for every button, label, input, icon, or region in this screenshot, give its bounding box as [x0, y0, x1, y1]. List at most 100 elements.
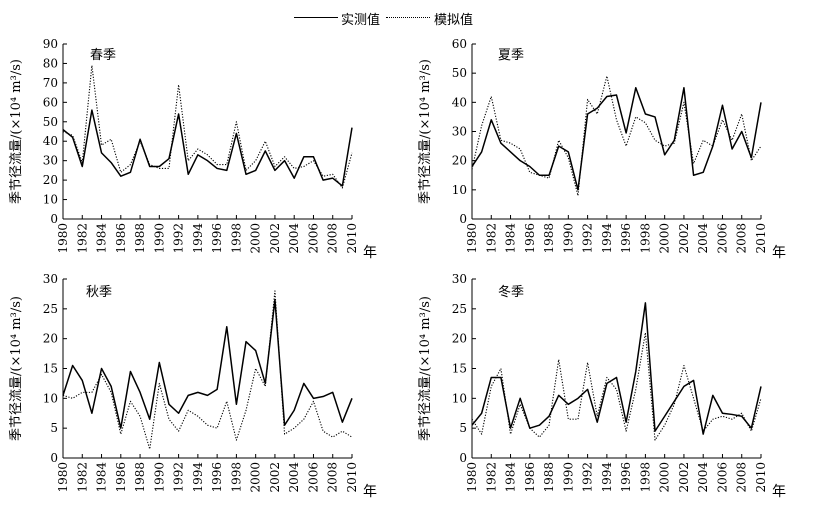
x-tick-label: 2004 — [696, 223, 710, 254]
x-tick-label: 1980 — [465, 462, 479, 493]
x-tick-label: 1992 — [172, 223, 186, 254]
x-tick-label: 2000 — [658, 462, 672, 493]
x-tick-label: 1990 — [152, 223, 166, 254]
x-tick-label: 1980 — [56, 223, 70, 254]
y-tick-label: 10 — [43, 193, 58, 207]
panel-summer: 0 10 20 30 40 50 60 1980 1982 1984 1986 1988 1990 199… — [418, 37, 786, 261]
panel-title: 春季 — [90, 48, 116, 63]
chart-legend: 实测值 模拟值 — [0, 0, 827, 34]
series-line-simulated — [62, 290, 353, 450]
y-tick-label: 10 — [452, 391, 467, 405]
series-line-observed — [62, 109, 353, 187]
y-tick-label: 0 — [459, 451, 467, 465]
x-tick-label: 1982 — [484, 223, 498, 254]
x-tick-label: 2004 — [287, 223, 301, 254]
y-tick-label: 50 — [452, 66, 467, 80]
x-tick-label: 2008 — [326, 223, 340, 254]
x-tick-label: 1980 — [56, 462, 70, 493]
y-tick-label: 25 — [43, 302, 58, 316]
series-line-observed — [62, 299, 353, 429]
x-tick-label: 2006 — [306, 462, 320, 493]
y-tick-label: 40 — [452, 95, 467, 109]
panel-autumn: 0 5 10 15 20 25 30 1980 1982 1984 1986 1988 1990 1992… — [9, 272, 377, 500]
y-tick-label: 30 — [452, 125, 467, 139]
x-tick-label: 1992 — [581, 462, 595, 493]
x-tick-label: 2002 — [677, 223, 691, 254]
x-tick-label: 1996 — [210, 462, 224, 493]
x-tick-label: 2010 — [345, 223, 359, 254]
series-line-observed — [471, 302, 762, 435]
x-tick-label: 1998 — [229, 462, 243, 493]
x-tick-label: 1982 — [484, 462, 498, 493]
series-line-simulated — [62, 64, 353, 189]
y-tick-label: 20 — [452, 332, 467, 346]
y-tick-label: 10 — [43, 391, 58, 405]
x-tick-label: 2004 — [287, 462, 301, 493]
x-tick-label: 1982 — [75, 223, 89, 254]
x-tick-label: 2008 — [735, 223, 749, 254]
x-tick-label: 1986 — [523, 462, 537, 493]
x-tick-label: 1990 — [561, 223, 575, 254]
x-tick-label: 1984 — [504, 223, 518, 254]
x-tick-label: 1986 — [523, 223, 537, 254]
x-tick-label: 2000 — [249, 223, 263, 254]
legend-observed-label: 实测值 — [341, 13, 381, 28]
x-tick-label: 1992 — [172, 462, 186, 493]
y-tick-label: 25 — [452, 302, 467, 316]
x-tick-label: 1990 — [561, 462, 575, 493]
x-tick-label: 1998 — [638, 462, 652, 493]
y-tick-label: 5 — [50, 421, 58, 435]
panel-title: 夏季 — [498, 48, 524, 63]
x-tick-label: 1986 — [114, 223, 128, 254]
x-tick-label: 1994 — [600, 462, 614, 493]
x-tick-label: 1982 — [75, 462, 89, 493]
y-axis-title: 季节径流量/(×10⁴ m³/s) — [418, 296, 433, 441]
x-tick-label: 1988 — [133, 462, 147, 493]
panel-winter: 0 5 10 15 20 25 30 1980 1982 1984 1986 1988 1990 1992… — [418, 272, 786, 500]
x-tick-label: 1984 — [504, 462, 518, 493]
y-tick-label: 30 — [43, 272, 58, 286]
x-tick-label: 2008 — [326, 462, 340, 493]
x-tick-label: 1994 — [600, 223, 614, 254]
y-tick-label: 70 — [43, 76, 58, 90]
x-tick-label: 2010 — [345, 462, 359, 493]
y-tick-label: 80 — [43, 56, 58, 70]
x-tick-label: 1994 — [191, 223, 205, 254]
y-tick-label: 10 — [452, 183, 467, 197]
x-tick-label: 2008 — [735, 462, 749, 493]
x-tick-label: 2006 — [715, 223, 729, 254]
legend-simulated-label: 模拟值 — [434, 13, 474, 28]
x-tick-label: 1988 — [542, 462, 556, 493]
y-axis-title: 季节径流量/(×10⁴ m³/s) — [9, 59, 24, 204]
x-tick-label: 1996 — [619, 462, 633, 493]
x-tick-label: 1994 — [191, 462, 205, 493]
y-tick-label: 30 — [43, 154, 58, 168]
x-tick-label: 2006 — [715, 462, 729, 493]
x-tick-label: 1996 — [619, 223, 633, 254]
x-tick-label: 2002 — [677, 462, 691, 493]
x-tick-label: 1980 — [465, 223, 479, 254]
legend-simulated-swatch — [386, 17, 430, 18]
y-tick-label: 50 — [43, 115, 58, 129]
y-tick-label: 5 — [459, 421, 467, 435]
y-tick-label: 60 — [43, 95, 58, 109]
y-tick-label: 60 — [452, 37, 467, 51]
x-tick-label: 1986 — [114, 462, 128, 493]
y-tick-label: 30 — [452, 272, 467, 286]
panel-title: 秋季 — [86, 285, 112, 300]
series-line-simulated — [471, 75, 762, 197]
x-tick-label: 1984 — [95, 223, 109, 254]
x-tick-label: 2002 — [268, 462, 282, 493]
panel-spring: 0 10 20 30 40 50 60 70 80 90 1980 1982 1984 1986 1988 1… — [9, 37, 377, 261]
y-tick-label: 15 — [43, 362, 58, 376]
x-tick-label: 2002 — [268, 223, 282, 254]
y-tick-label: 20 — [43, 173, 58, 187]
x-tick-label: 1998 — [229, 223, 243, 254]
panel-title: 冬季 — [498, 284, 524, 300]
x-tick-label: 1998 — [638, 223, 652, 254]
y-tick-label: 90 — [43, 37, 58, 51]
y-tick-label: 0 — [459, 212, 467, 226]
x-tick-label: 2000 — [658, 223, 672, 254]
y-tick-label: 20 — [43, 332, 58, 346]
